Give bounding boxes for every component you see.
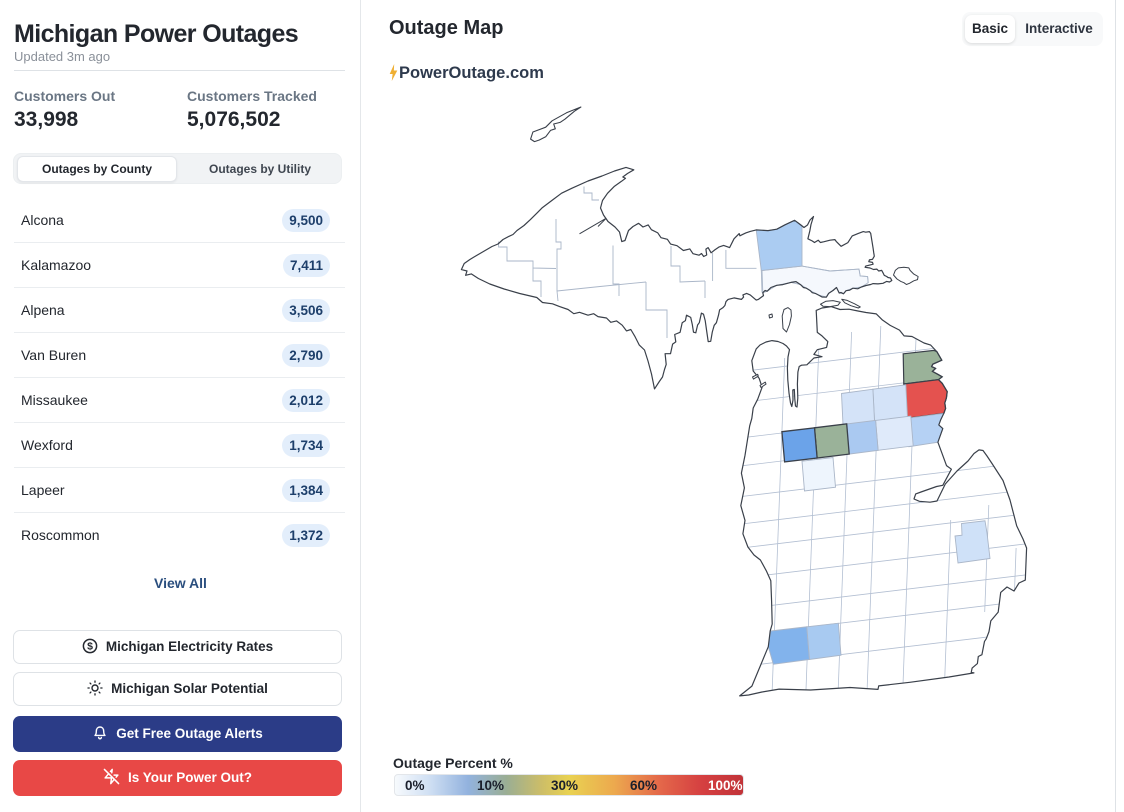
svg-text:$: $: [87, 640, 93, 652]
